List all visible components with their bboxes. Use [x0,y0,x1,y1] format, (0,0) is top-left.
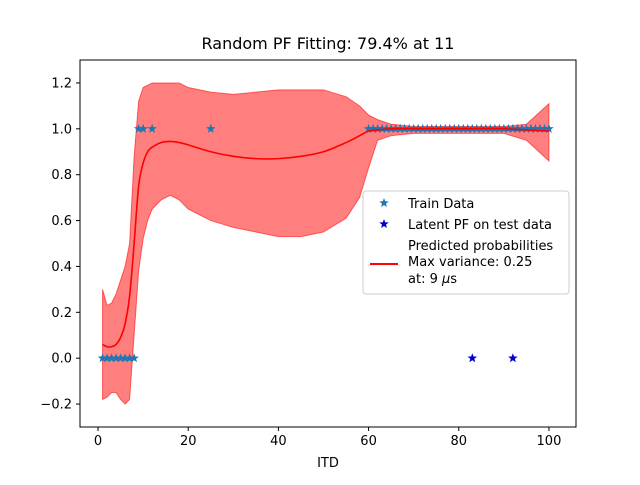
chart-title: Random PF Fitting: 79.4% at 11 [202,34,455,53]
train-data-point [106,353,117,363]
legend-box [362,190,570,295]
train-data-point [530,123,541,133]
legend-latent-marker [379,219,389,229]
legend-at-unit-mu: μ [441,272,450,287]
legend-max-variance-label: Max variance: 0.25 [408,255,532,270]
legend-at-label: at: 9 μs [408,272,457,287]
latent-pf-point [467,353,478,363]
x-tick-label: 20 [180,434,197,449]
train-data-point [111,353,121,363]
latent-pf-point [508,353,518,363]
train-data-point [124,353,135,363]
train-data-point [115,353,126,363]
plot-content [97,82,554,405]
train-data-point [138,123,148,133]
y-tick-label: 1.0 [51,122,72,137]
train-data-point [372,123,383,133]
predicted-probability-line [102,127,549,348]
train-data-point [97,353,108,363]
legend-latent-label: Latent PF on test data [408,218,552,233]
y-tick-label: 0.8 [51,168,72,183]
train-data-point [544,123,554,133]
legend-latent-star-icon [379,219,389,229]
x-tick-label: 100 [537,434,562,449]
legend-at-prefix: at: 9 [408,272,442,287]
train-data-point [521,123,532,133]
x-tick-label: 80 [450,434,467,449]
legend-predicted-label: Predicted probabilities [408,239,553,254]
train-data-point [377,123,387,133]
legend-train-label: Train Data [407,197,474,212]
y-tick-label: 0.2 [51,306,72,321]
axes-frame [79,59,577,428]
train-data-point [539,123,550,133]
legend-train-star-icon [379,198,389,208]
x-axis-label: ITD [317,456,339,471]
train-data-point [517,123,527,133]
train-data-point [129,353,139,363]
y-tick-label: 1.2 [51,76,72,91]
y-tick-label: 0.4 [51,260,72,275]
train-data-point [120,353,130,363]
train-data-point [368,123,378,133]
plot-area: 0 20 40 60 80 100 −0.2 0.0 0.2 0.4 0.6 0.8 1.0 1.2 [40,59,577,449]
train-data-point [206,123,216,133]
x-tick-label: 60 [360,434,377,449]
train-data-point [535,123,545,133]
y-tick-label: 0.6 [51,214,72,229]
train-data-point [147,123,157,133]
train-data-point [512,123,523,133]
legend: Train Data Latent PF on test data Predic… [362,190,570,295]
legend-at-unit-s: s [450,272,457,287]
train-data-point [102,353,112,363]
x-tick-label: 40 [270,434,287,449]
train-data-point [363,123,374,133]
y-tick-label: 0.0 [51,352,72,367]
train-data-point [526,123,536,133]
x-tick-label: 0 [94,434,102,449]
train-data-point [133,123,144,133]
legend-train-marker [379,198,389,208]
confidence-band [102,82,550,405]
y-tick-label: −0.2 [40,398,72,413]
